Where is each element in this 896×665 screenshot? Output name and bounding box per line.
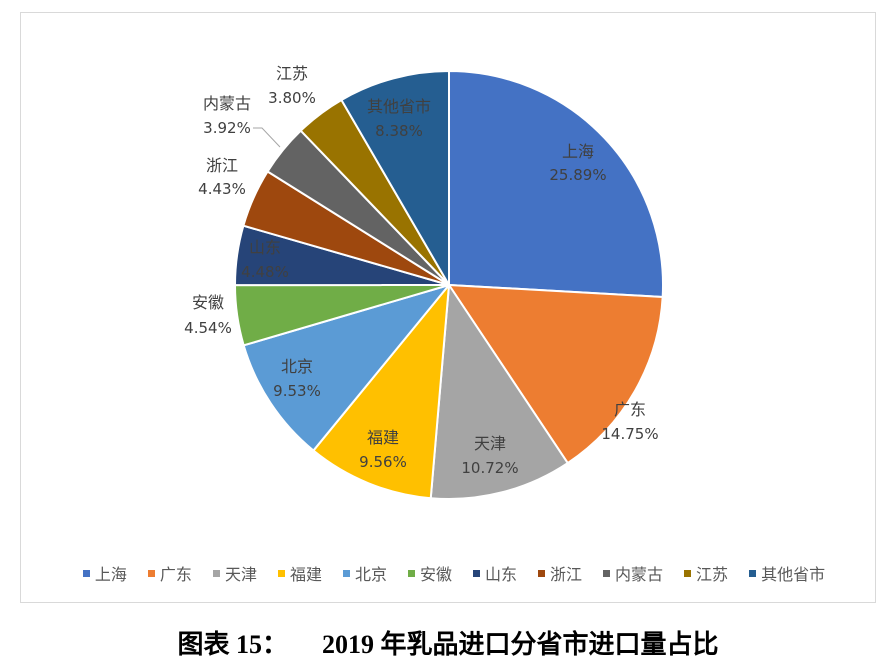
legend-swatch [749, 569, 757, 577]
legend-item: 广东 [147, 561, 192, 585]
data-label-value: 4.43% [198, 180, 246, 198]
data-labels: 上海 25.89% 广东 14.75% 天津 10.72% 福建 9.56% 北京 9.53% 安徽… [184, 64, 658, 477]
data-label-value: 8.38% [375, 122, 423, 140]
legend-swatch [82, 569, 90, 577]
legend-item: 安徽 [407, 561, 452, 585]
pie-slice-4 [312, 284, 450, 500]
legend-item: 浙江 [538, 561, 582, 585]
data-label-value: 9.56% [359, 453, 407, 471]
legend-item: 山东 [473, 561, 517, 585]
legend-swatch [407, 569, 415, 577]
data-label-category: 浙江 [206, 156, 238, 175]
data-label-value: 10.72% [461, 459, 518, 477]
pie-slice-11 [340, 70, 450, 286]
pie-slice-2 [448, 284, 664, 465]
legend-label: 上海 [94, 565, 127, 584]
data-label-value: 4.48% [241, 263, 289, 281]
figure-caption: 图表 15： 2019 年乳品进口分省市进口量占比 [0, 624, 896, 661]
legend-label: 安徽 [419, 565, 452, 584]
legend-label: 广东 [159, 565, 192, 584]
legend-label: 北京 [354, 565, 387, 584]
legend-label: 内蒙古 [615, 565, 664, 584]
data-label-category: 天津 [474, 434, 506, 453]
data-label-category: 江苏 [276, 64, 308, 83]
data-label-value: 4.54% [184, 319, 232, 337]
legend-label: 天津 [224, 565, 257, 584]
legend-item: 其他省市 [749, 561, 825, 585]
pie-slice-1 [448, 70, 665, 298]
data-label-value: 9.53% [273, 382, 321, 400]
legend: 上海 广东 天津 福建 北京 安徽 山东 浙江 内蒙古 江苏 其他省市 [20, 561, 876, 585]
pie-chart: 上海 25.89% 广东 14.75% 天津 10.72% 福建 9.56% 北京 9.53% 安徽… [184, 64, 665, 500]
data-label-value: 3.80% [268, 89, 316, 107]
legend-item: 江苏 [684, 561, 728, 585]
legend-swatch [147, 569, 155, 577]
legend-item: 福建 [277, 561, 322, 585]
legend-swatch [684, 569, 692, 577]
data-label-category: 福建 [367, 428, 399, 447]
data-label-category: 安徽 [192, 293, 224, 312]
leader-line [253, 127, 281, 148]
legend-label: 福建 [289, 565, 322, 584]
data-label-value: 3.92% [203, 119, 251, 137]
legend-label: 山东 [485, 565, 518, 584]
caption-text: 2019 年乳品进口分省市进口量占比 [322, 630, 719, 659]
legend-label: 江苏 [696, 565, 729, 584]
data-label-value: 14.75% [601, 425, 658, 443]
data-label-category: 其他省市 [367, 97, 431, 116]
legend-swatch [212, 569, 220, 577]
legend-swatch [277, 569, 285, 577]
caption-label: 图表 15： [177, 630, 288, 659]
legend-swatch [538, 569, 546, 577]
data-label-category: 北京 [281, 357, 313, 376]
legend-label: 其他省市 [761, 565, 826, 584]
legend-label: 浙江 [550, 565, 583, 584]
legend-swatch [603, 569, 611, 577]
pie-slice-3 [429, 284, 569, 500]
legend-item: 上海 [82, 561, 127, 585]
data-label-category: 内蒙古 [203, 94, 251, 113]
pie-slice-5 [242, 284, 450, 452]
legend-swatch [473, 569, 480, 577]
data-label-category: 上海 [562, 142, 594, 161]
pie-slices [233, 70, 665, 500]
data-label-value: 25.89% [549, 166, 606, 184]
legend-item: 内蒙古 [603, 561, 663, 585]
data-label-category: 山东 [249, 238, 281, 257]
legend-swatch [342, 569, 350, 577]
legend-item: 北京 [342, 561, 387, 585]
legend-item: 天津 [212, 561, 257, 585]
data-label-category: 广东 [614, 400, 646, 419]
